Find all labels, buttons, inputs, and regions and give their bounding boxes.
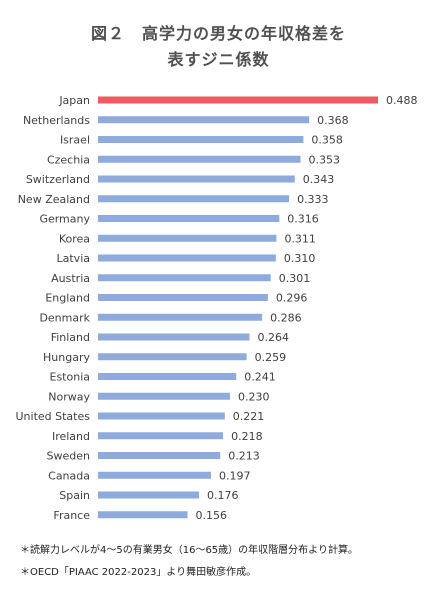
bar <box>98 96 378 104</box>
category-label: United States <box>16 410 91 423</box>
category-label: Germany <box>39 213 90 226</box>
category-label: Finland <box>51 331 90 344</box>
category-label: Hungary <box>43 351 90 364</box>
category-label: Sweden <box>47 450 90 463</box>
bar <box>98 432 224 440</box>
category-label: Japan <box>58 94 90 107</box>
category-label: Estonia <box>50 371 91 384</box>
value-label: 0.368 <box>317 114 349 127</box>
bar <box>98 215 280 222</box>
value-label: 0.156 <box>196 509 228 522</box>
bar <box>98 234 277 242</box>
bar <box>98 491 199 499</box>
footnote-source: ＊OECD「PIAAC 2022-2023」より舞田敏彦作成。 <box>20 567 257 578</box>
bar <box>98 511 188 519</box>
value-label: 0.488 <box>386 94 418 107</box>
bar <box>98 313 263 321</box>
value-label: 0.230 <box>238 390 270 403</box>
category-label: Switzerland <box>26 173 90 186</box>
category-label: France <box>53 509 90 522</box>
chart-title-line-2: 表すジニ係数 <box>167 50 270 69</box>
bar <box>98 294 268 301</box>
category-label: Netherlands <box>23 114 90 127</box>
bar <box>98 274 271 282</box>
value-label: 0.296 <box>276 292 308 305</box>
bar <box>98 471 212 479</box>
value-label: 0.311 <box>284 232 316 245</box>
value-label: 0.259 <box>255 351 287 364</box>
bar <box>98 353 247 361</box>
bar <box>98 136 304 143</box>
value-label: 0.316 <box>287 213 319 226</box>
category-label: Norway <box>48 390 90 403</box>
bar <box>98 155 301 163</box>
value-label: 0.358 <box>311 134 343 147</box>
value-label: 0.221 <box>233 410 265 423</box>
value-label: 0.213 <box>228 450 260 463</box>
category-label: Denmark <box>39 311 90 324</box>
value-label: 0.333 <box>297 193 329 206</box>
category-label: Spain <box>59 489 90 502</box>
value-label: 0.197 <box>219 469 251 482</box>
bar <box>98 333 250 341</box>
category-label: England <box>45 292 90 305</box>
value-label: 0.264 <box>257 331 289 344</box>
bar <box>98 392 230 400</box>
footnote-calculation: ＊読解力レベルが4～5の有業男女（16～65歳）の年収階層分布より計算。 <box>20 545 358 556</box>
value-label: 0.353 <box>309 153 341 166</box>
chart-title-line-1: 図２ 高学力の男女の年収格差を <box>90 24 346 43</box>
value-label: 0.310 <box>284 252 316 265</box>
bar <box>98 452 221 459</box>
value-label: 0.301 <box>279 272 311 285</box>
bar-chart: Japan 0.488 Netherlands 0.368 Israel 0.358 Cze… <box>16 94 418 522</box>
category-label: Israel <box>60 134 90 147</box>
value-label: 0.286 <box>270 311 302 324</box>
bar <box>98 373 237 380</box>
bar <box>98 254 276 262</box>
category-label: Canada <box>48 469 90 482</box>
value-label: 0.218 <box>231 430 263 443</box>
value-label: 0.343 <box>303 173 335 186</box>
category-label: Ireland <box>52 430 90 443</box>
bar <box>98 195 290 203</box>
value-label: 0.241 <box>244 371 276 384</box>
category-label: Austria <box>51 272 90 285</box>
category-label: Latvia <box>57 252 91 265</box>
category-label: Korea <box>59 232 90 245</box>
value-label: 0.176 <box>207 489 239 502</box>
category-label: Czechia <box>47 153 90 166</box>
category-label: New Zealand <box>18 193 90 206</box>
bar <box>98 116 310 124</box>
bar <box>98 175 295 183</box>
bar <box>98 412 225 420</box>
